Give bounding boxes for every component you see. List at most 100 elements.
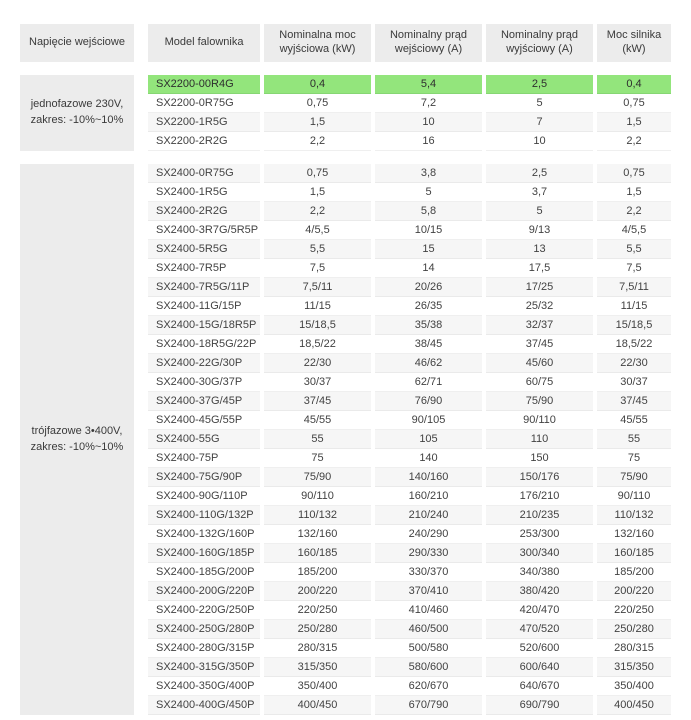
table-row: SX2400-2R2G 2,2 5,8 5 2,2 xyxy=(148,202,671,221)
cell-output-power: 37/45 xyxy=(264,392,371,411)
cell-input-current: 35/38 xyxy=(375,316,482,335)
cell-model: SX2400-90G/110P xyxy=(148,487,260,506)
cell-model: SX2400-110G/132P xyxy=(148,506,260,525)
cell-input-current: 16 xyxy=(375,132,482,151)
table-row: SX2400-55G 55 105 110 55 xyxy=(148,430,671,449)
cell-motor-power: 200/220 xyxy=(597,582,671,601)
cell-motor-power: 110/132 xyxy=(597,506,671,525)
cell-motor-power: 0,75 xyxy=(597,94,671,113)
cell-model: SX2400-15G/18R5P xyxy=(148,316,260,335)
cell-motor-power: 30/37 xyxy=(597,373,671,392)
cell-input-current: 10/15 xyxy=(375,221,482,240)
voltage-group: trójfazowe 3•400V, zakres: -10%~10% SX2400… xyxy=(20,164,671,715)
cell-motor-power: 315/350 xyxy=(597,658,671,677)
cell-motor-power: 18,5/22 xyxy=(597,335,671,354)
cell-model: SX2400-315G/350P xyxy=(148,658,260,677)
table-row: SX2400-30G/37P 30/37 62/71 60/75 30/37 xyxy=(148,373,671,392)
cell-output-current: 2,5 xyxy=(486,164,593,183)
cell-model: SX2400-55G xyxy=(148,430,260,449)
column-header-motor-power: Moc silnika (kW) xyxy=(597,24,671,62)
cell-output-power: 0,75 xyxy=(264,94,371,113)
cell-model: SX2400-30G/37P xyxy=(148,373,260,392)
cell-model: SX2200-1R5G xyxy=(148,113,260,132)
cell-motor-power: 1,5 xyxy=(597,113,671,132)
cell-output-power: 4/5,5 xyxy=(264,221,371,240)
cell-output-current: 340/380 xyxy=(486,563,593,582)
cell-output-power: 7,5/11 xyxy=(264,278,371,297)
cell-output-current: 2,5 xyxy=(486,75,593,94)
table-row: SX2400-45G/55P 45/55 90/105 90/110 45/55 xyxy=(148,411,671,430)
table-row: SX2400-7R5P 7,5 14 17,5 7,5 xyxy=(148,259,671,278)
table-row: SX2400-11G/15P 11/15 26/35 25/32 11/15 xyxy=(148,297,671,316)
cell-input-current: 330/370 xyxy=(375,563,482,582)
cell-input-current: 26/35 xyxy=(375,297,482,316)
cell-input-current: 240/290 xyxy=(375,525,482,544)
cell-motor-power: 4/5,5 xyxy=(597,221,671,240)
cell-output-power: 11/15 xyxy=(264,297,371,316)
cell-input-current: 105 xyxy=(375,430,482,449)
cell-model: SX2400-11G/15P xyxy=(148,297,260,316)
cell-output-current: 5 xyxy=(486,202,593,221)
cell-output-current: 75/90 xyxy=(486,392,593,411)
cell-output-current: 520/600 xyxy=(486,639,593,658)
cell-output-power: 315/350 xyxy=(264,658,371,677)
cell-output-power: 280/315 xyxy=(264,639,371,658)
cell-input-current: 140/160 xyxy=(375,468,482,487)
table-row: SX2400-280G/315P 280/315 500/580 520/600 280… xyxy=(148,639,671,658)
cell-output-current: 176/210 xyxy=(486,487,593,506)
table-row: SX2400-315G/350P 315/350 580/600 600/640 315… xyxy=(148,658,671,677)
cell-motor-power: 15/18,5 xyxy=(597,316,671,335)
cell-output-power: 15/18,5 xyxy=(264,316,371,335)
cell-output-current: 60/75 xyxy=(486,373,593,392)
cell-model: SX2400-3R7G/5R5P xyxy=(148,221,260,240)
cell-input-current: 14 xyxy=(375,259,482,278)
cell-output-current: 420/470 xyxy=(486,601,593,620)
cell-motor-power: 7,5/11 xyxy=(597,278,671,297)
table-row: SX2400-37G/45P 37/45 76/90 75/90 37/45 xyxy=(148,392,671,411)
cell-model: SX2200-0R75G xyxy=(148,94,260,113)
table-row: SX2400-7R5G/11P 7,5/11 20/26 17/25 7,5/11 xyxy=(148,278,671,297)
cell-output-current: 45/60 xyxy=(486,354,593,373)
cell-output-current: 110 xyxy=(486,430,593,449)
cell-output-power: 350/400 xyxy=(264,677,371,696)
cell-input-current: 290/330 xyxy=(375,544,482,563)
cell-output-current: 253/300 xyxy=(486,525,593,544)
cell-output-current: 300/340 xyxy=(486,544,593,563)
cell-model: SX2200-00R4G xyxy=(148,75,260,94)
column-header-model: Model falownika xyxy=(148,24,260,62)
cell-motor-power: 75 xyxy=(597,449,671,468)
cell-output-current: 10 xyxy=(486,132,593,151)
cell-output-current: 9/13 xyxy=(486,221,593,240)
cell-model: SX2400-350G/400P xyxy=(148,677,260,696)
cell-model: SX2400-75G/90P xyxy=(148,468,260,487)
cell-model: SX2400-37G/45P xyxy=(148,392,260,411)
cell-input-current: 500/580 xyxy=(375,639,482,658)
table-header-row: Napięcie wejściowe Model falownika Nomin… xyxy=(20,24,671,62)
cell-output-current: 13 xyxy=(486,240,593,259)
cell-output-current: 5 xyxy=(486,94,593,113)
cell-output-power: 1,5 xyxy=(264,183,371,202)
cell-model: SX2400-75P xyxy=(148,449,260,468)
group-rows: SX2200-00R4G 0,4 5,4 2,5 0,4 SX2200-0R75G 0,75… xyxy=(148,75,671,151)
cell-model: SX2400-7R5G/11P xyxy=(148,278,260,297)
cell-output-current: 17/25 xyxy=(486,278,593,297)
cell-model: SX2400-1R5G xyxy=(148,183,260,202)
cell-output-current: 25/32 xyxy=(486,297,593,316)
cell-output-power: 22/30 xyxy=(264,354,371,373)
cell-motor-power: 350/400 xyxy=(597,677,671,696)
table-row: SX2400-75P 75 140 150 75 xyxy=(148,449,671,468)
cell-motor-power: 185/200 xyxy=(597,563,671,582)
cell-model: SX2400-220G/250P xyxy=(148,601,260,620)
column-header-input-current: Nominalny prąd wejściowy (A) xyxy=(375,24,482,62)
cell-output-current: 640/670 xyxy=(486,677,593,696)
table-row: SX2400-220G/250P 220/250 410/460 420/470 220… xyxy=(148,601,671,620)
table-row: SX2400-1R5G 1,5 5 3,7 1,5 xyxy=(148,183,671,202)
cell-output-power: 1,5 xyxy=(264,113,371,132)
cell-output-power: 0,4 xyxy=(264,75,371,94)
voltage-group-label: trójfazowe 3•400V, zakres: -10%~10% xyxy=(20,164,134,715)
cell-output-current: 210/235 xyxy=(486,506,593,525)
voltage-group: jednofazowe 230V, zakres: -10%~10% SX2200-… xyxy=(20,75,671,151)
cell-motor-power: 55 xyxy=(597,430,671,449)
table-row: SX2200-1R5G 1,5 10 7 1,5 xyxy=(148,113,671,132)
cell-motor-power: 250/280 xyxy=(597,620,671,639)
